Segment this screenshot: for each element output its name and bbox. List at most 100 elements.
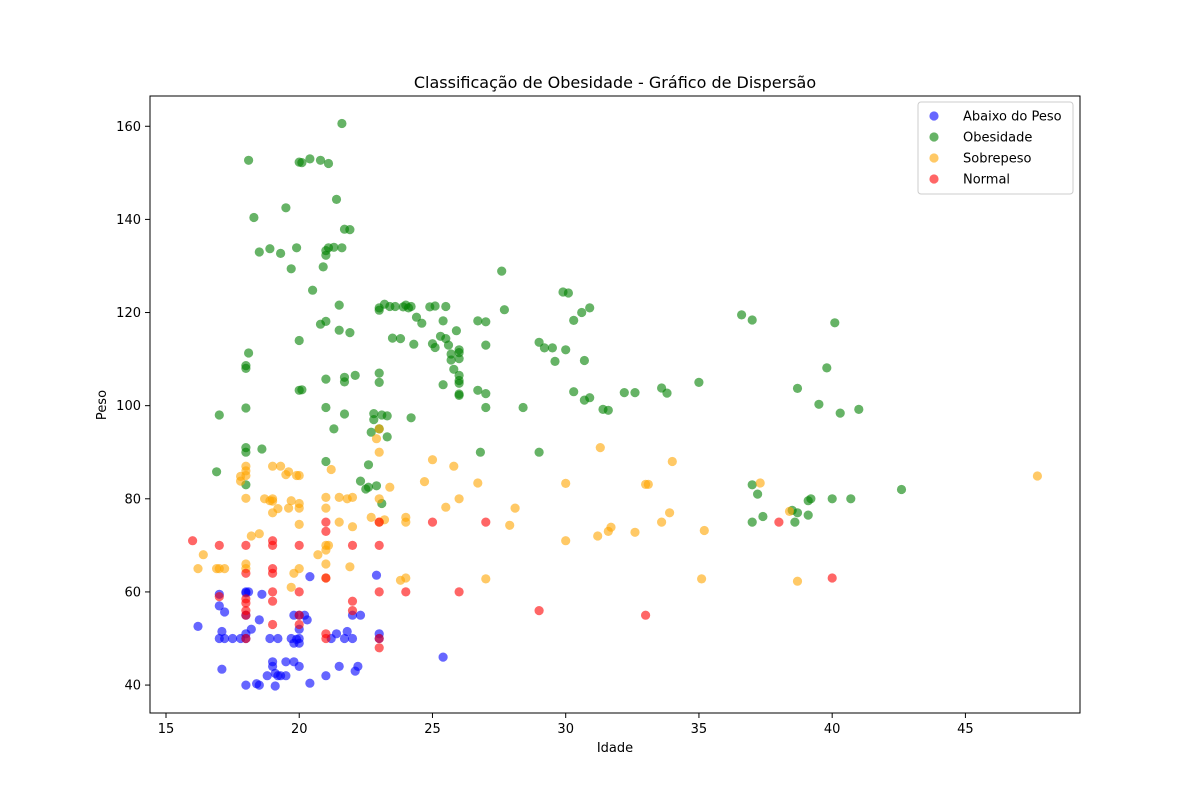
data-point [331, 194, 342, 204]
data-point [334, 661, 344, 672]
data-point [792, 508, 803, 518]
data-point [814, 399, 824, 409]
data-point [854, 404, 864, 414]
data-point [603, 405, 613, 415]
data-point [321, 402, 331, 413]
axes-frame [149, 95, 1081, 714]
data-point [323, 540, 334, 551]
data-point [371, 434, 382, 444]
data-point [241, 403, 251, 413]
data-point [371, 570, 382, 580]
data-point [321, 526, 331, 537]
data-point [454, 390, 464, 400]
data-point [321, 559, 331, 569]
data-point [774, 517, 784, 527]
data-point [747, 480, 757, 490]
data-point [297, 385, 307, 395]
data-point [366, 427, 376, 437]
data-point [419, 477, 430, 487]
data-point [401, 573, 411, 583]
data-point [473, 316, 483, 326]
data-point [321, 316, 331, 326]
data-point [475, 447, 485, 457]
legend-marker [929, 111, 939, 121]
data-point [369, 415, 379, 425]
data-point [755, 478, 765, 488]
y-tick-label: 160 [116, 120, 141, 135]
data-point [305, 678, 315, 688]
data-point [481, 402, 491, 413]
data-point [473, 385, 483, 395]
data-point [305, 154, 315, 164]
legend-marker [929, 174, 939, 184]
y-tick-label: 40 [124, 679, 141, 694]
data-point [451, 326, 461, 336]
data-point [281, 657, 291, 667]
data-point [481, 389, 491, 399]
data-point [321, 492, 331, 502]
data-point [273, 504, 283, 514]
data-point [699, 525, 709, 536]
data-point [382, 432, 392, 442]
data-point [792, 576, 803, 586]
data-point [315, 155, 326, 165]
x-tick-label: 45 [957, 722, 974, 737]
data-point [254, 615, 264, 625]
data-point [270, 681, 280, 691]
data-point [406, 301, 416, 312]
data-point [355, 610, 366, 620]
data-point [534, 447, 544, 457]
legend-label: Abaixo do Peso [963, 110, 1062, 125]
data-point [214, 592, 224, 602]
data-point [265, 633, 275, 644]
data-point [585, 303, 595, 313]
data-point [449, 461, 459, 471]
data-point [321, 517, 331, 527]
data-point [241, 361, 251, 371]
data-point [427, 517, 438, 527]
data-point [329, 242, 339, 252]
data-point [737, 310, 747, 320]
data-point [331, 629, 342, 639]
data-point [294, 587, 304, 597]
data-point [220, 607, 230, 617]
data-point [430, 301, 440, 311]
data-point [385, 482, 395, 492]
data-point [667, 456, 677, 467]
data-point [305, 572, 315, 582]
y-tick-label: 120 [116, 306, 141, 321]
data-point [241, 633, 251, 644]
data-point [355, 476, 366, 486]
data-point [273, 633, 283, 644]
data-point [481, 574, 491, 584]
data-point [294, 540, 304, 551]
data-point [747, 315, 757, 325]
data-point [363, 482, 374, 492]
data-point [284, 467, 294, 477]
data-point [217, 664, 227, 674]
data-point [454, 354, 464, 364]
data-point [265, 244, 275, 254]
data-point [657, 517, 667, 527]
series-1 [212, 118, 907, 527]
data-point [347, 522, 358, 532]
data-point [619, 388, 629, 398]
data-point [345, 328, 355, 338]
data-point [217, 626, 227, 637]
x-tick-label: 40 [824, 722, 841, 737]
data-point [374, 424, 384, 434]
data-point [409, 339, 419, 349]
data-point [481, 317, 491, 327]
data-point [830, 318, 840, 328]
data-point [337, 118, 347, 129]
data-point [334, 325, 344, 335]
data-point [347, 606, 358, 616]
data-point [193, 564, 203, 574]
data-point [257, 589, 267, 599]
chart-title: Classificação de Obesidade - Gráfico de … [414, 73, 816, 92]
data-point [550, 356, 560, 366]
data-point [374, 447, 384, 457]
data-point [387, 333, 398, 343]
